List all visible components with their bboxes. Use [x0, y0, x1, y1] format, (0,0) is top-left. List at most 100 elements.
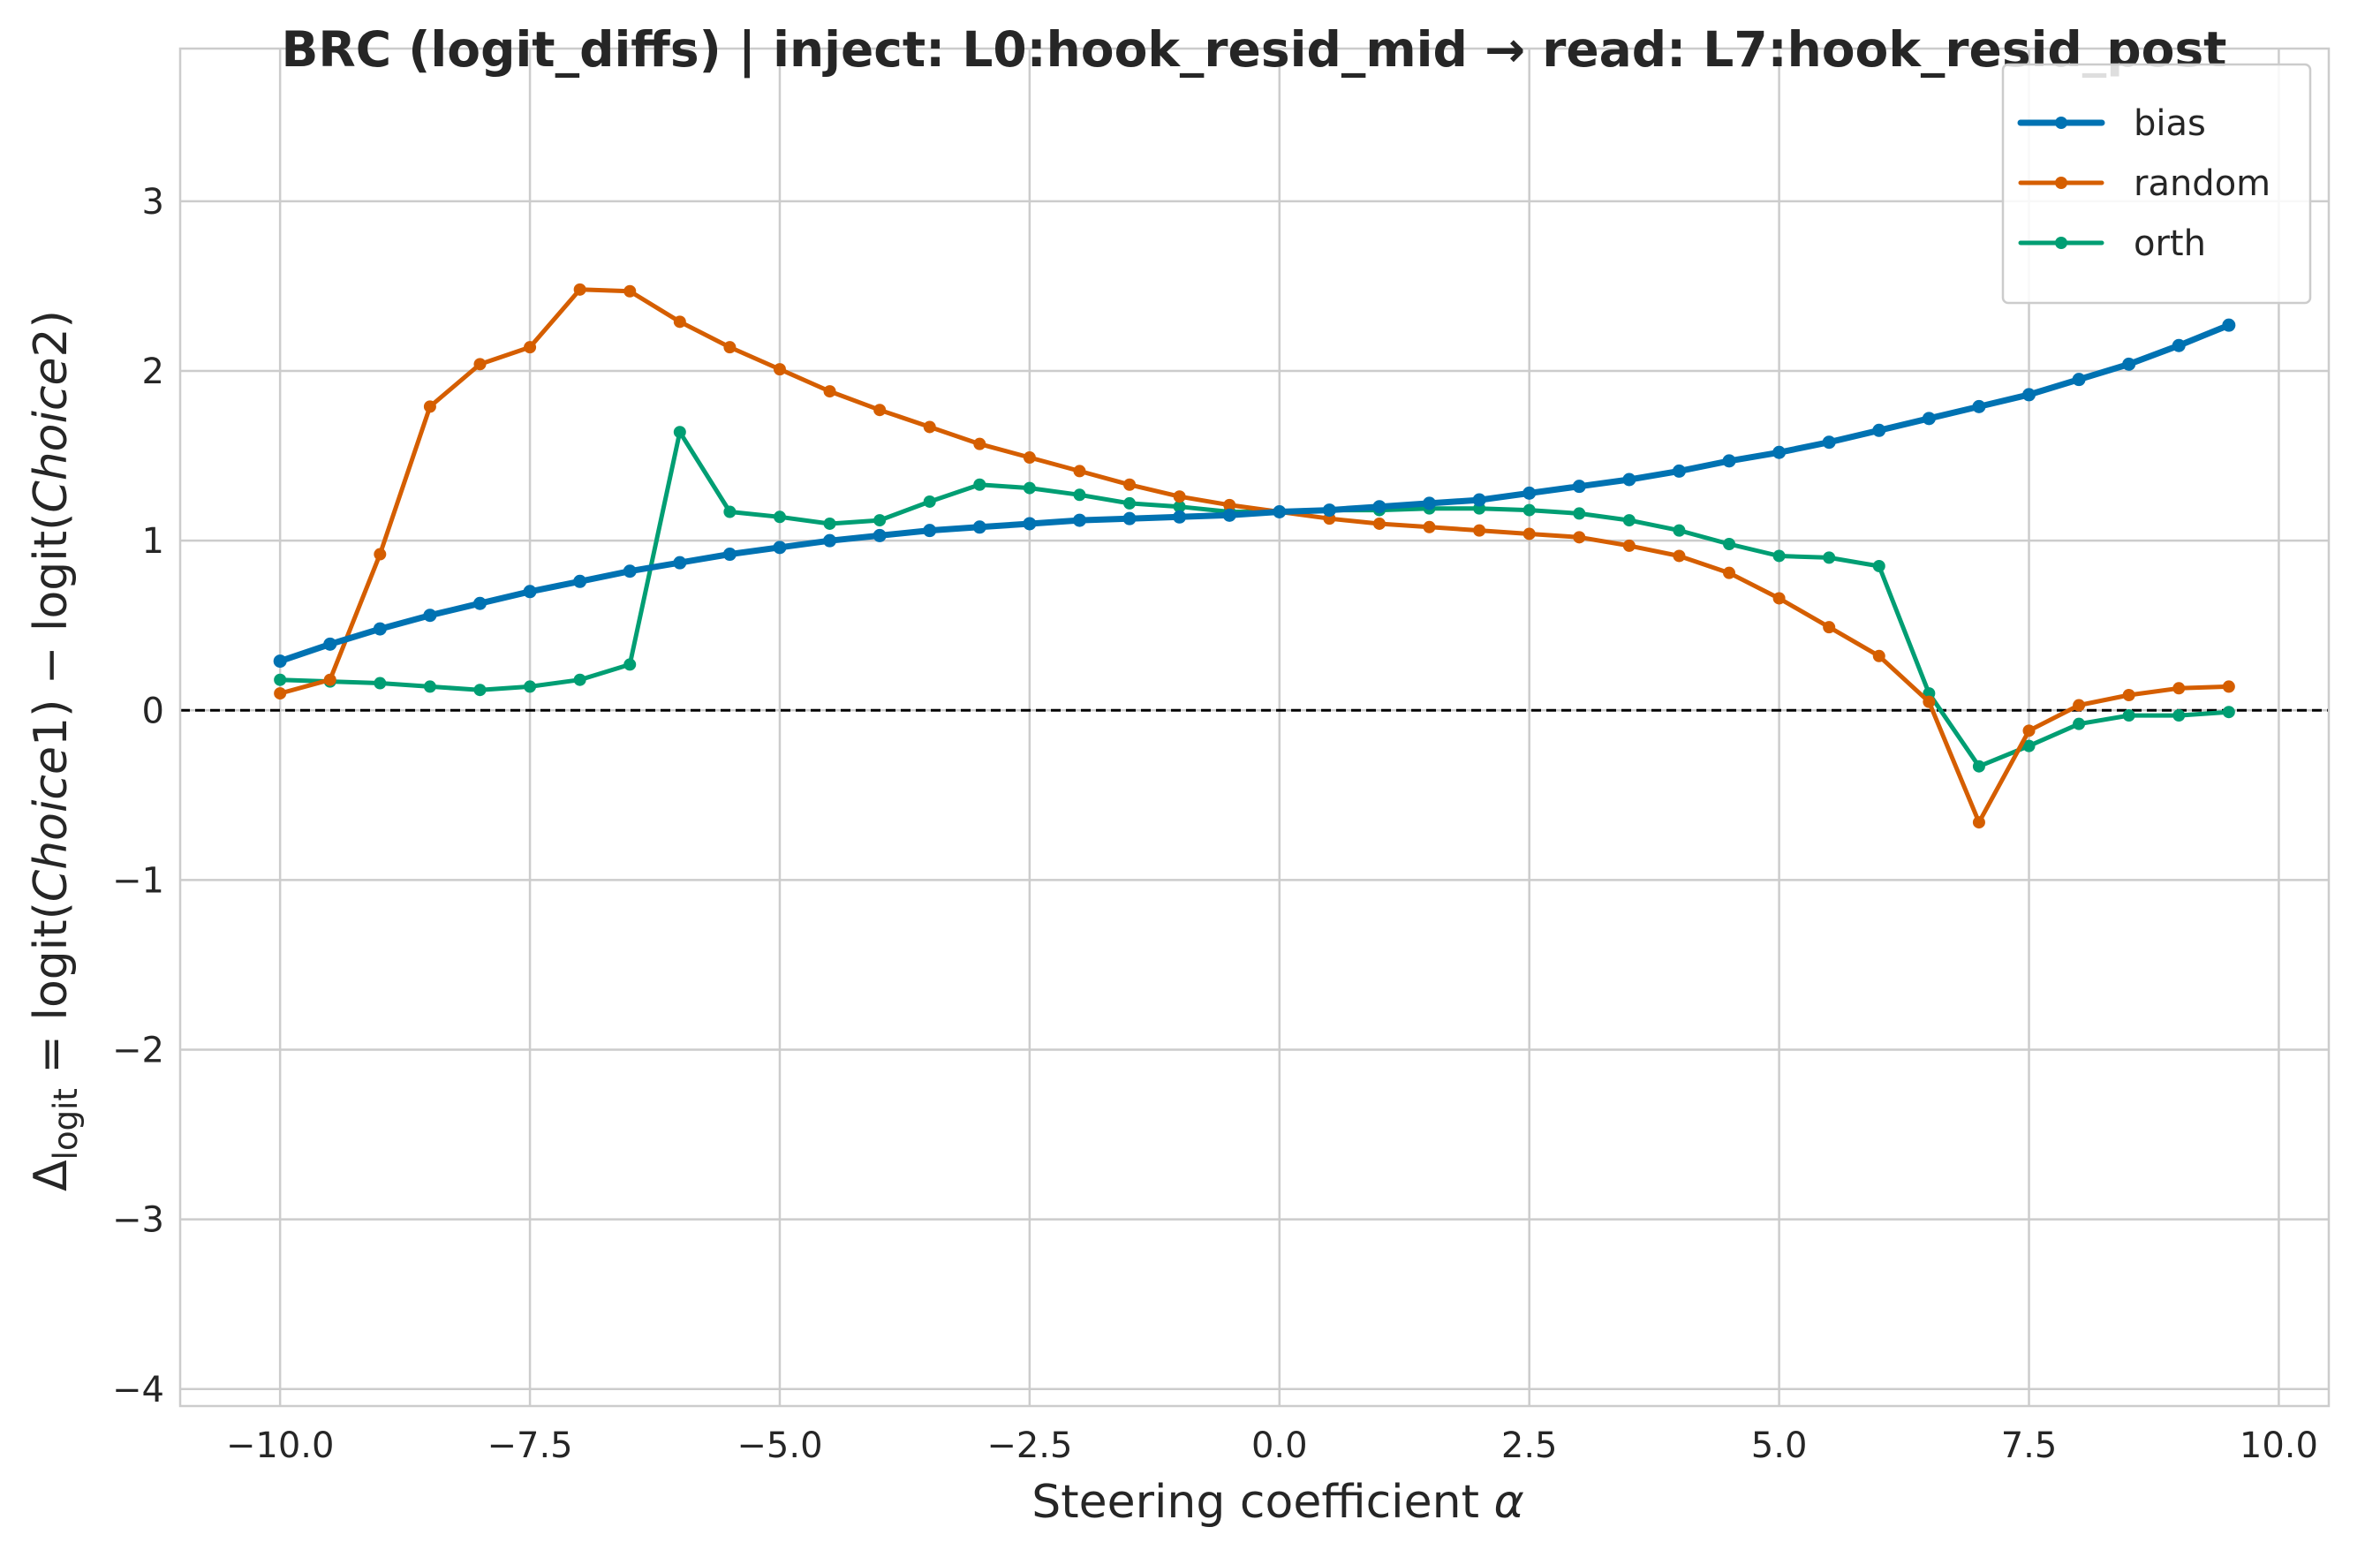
data-point-bias: [1672, 464, 1686, 478]
data-point-orth: [1123, 496, 1137, 510]
legend-item-random: random: [2018, 163, 2270, 204]
legend-label-orth: orth: [2134, 223, 2206, 264]
legend: bias random orth: [2001, 63, 2312, 305]
data-point-bias: [773, 541, 787, 555]
data-point-random: [773, 363, 786, 376]
legend-marker-random: [2055, 177, 2067, 189]
x-tick-label: 10.0: [2240, 1425, 2318, 1466]
data-point-random: [1673, 549, 1686, 563]
data-point-orth: [2022, 739, 2036, 752]
data-point-random: [374, 548, 387, 561]
data-point-random: [623, 284, 637, 298]
legend-item-orth: orth: [2018, 223, 2206, 264]
data-point-bias: [1822, 435, 1836, 450]
data-point-bias: [523, 585, 537, 599]
data-point-random: [1522, 527, 1536, 541]
x-tick-label: −2.5: [986, 1425, 1072, 1466]
x-tick-label: 5.0: [1751, 1425, 1808, 1466]
y-tick-label: −4: [112, 1370, 164, 1410]
data-point-random: [323, 673, 336, 686]
data-point-bias: [373, 622, 387, 636]
y-axis-label: Δlogit = logit(Choice1) − logit(Choice2): [25, 310, 85, 1191]
data-point-orth: [673, 426, 686, 439]
data-point-random: [823, 385, 836, 398]
data-point-orth: [2073, 717, 2086, 730]
x-tick-label: −10.0: [226, 1425, 335, 1466]
data-point-random: [1772, 592, 1786, 605]
data-point-random: [1972, 816, 1985, 829]
chart-title: BRC (logit_diffs) | inject: L0:hook_resi…: [282, 21, 2227, 79]
x-tick-label: −7.5: [487, 1425, 572, 1466]
data-point-bias: [2072, 373, 2086, 387]
data-point-bias: [1322, 503, 1336, 518]
data-point-bias: [472, 596, 487, 610]
data-point-bias: [673, 556, 687, 570]
legend-marker-bias: [2055, 117, 2067, 129]
data-point-orth: [374, 677, 387, 690]
tick-labels: −10.0 −7.5 −5.0 −2.5 0.0 2.5 5.0 7.5 10.0 −4 −3 −2 −…: [112, 182, 2318, 1466]
data-point-random: [2073, 699, 2086, 712]
data-point-orth: [823, 517, 836, 530]
data-point-bias: [1922, 412, 1936, 426]
series-line-random: [277, 287, 2232, 825]
data-point-orth: [2122, 709, 2135, 722]
data-point-bias: [1122, 511, 1137, 525]
data-point-bias: [923, 524, 937, 538]
x-tick-label: 2.5: [1501, 1425, 1558, 1466]
data-point-bias: [1423, 496, 1437, 510]
data-point-orth: [1972, 760, 1985, 773]
data-point-random: [723, 341, 737, 354]
data-point-bias: [1572, 480, 1586, 494]
data-point-orth: [1723, 538, 1736, 551]
data-point-bias: [722, 548, 737, 562]
data-point-bias: [323, 637, 337, 651]
data-point-random: [1372, 517, 1386, 530]
data-point-random: [1473, 524, 1486, 537]
data-point-bias: [1472, 493, 1486, 507]
data-point-random: [274, 687, 287, 700]
series-group: [273, 283, 2236, 829]
data-point-orth: [1073, 488, 1086, 502]
data-point-random: [1823, 621, 1836, 634]
data-point-orth: [923, 495, 936, 508]
data-point-random: [2222, 680, 2235, 693]
data-point-bias: [1872, 423, 1886, 437]
series-random: [274, 283, 2235, 829]
y-tick-label: −1: [112, 860, 164, 901]
data-point-bias: [972, 520, 986, 534]
plot-frame: [178, 47, 2331, 1408]
data-point-orth: [524, 680, 537, 693]
data-point-bias: [273, 654, 287, 669]
data-point-bias: [2122, 357, 2136, 371]
data-point-orth: [274, 673, 287, 686]
data-point-bias: [1072, 513, 1086, 527]
data-point-orth: [1173, 500, 1186, 513]
y-tick-label: 0: [142, 691, 164, 731]
data-point-orth: [973, 478, 986, 491]
data-point-random: [2022, 724, 2036, 737]
y-tick-label: 2: [142, 352, 164, 392]
data-point-orth: [1622, 514, 1636, 527]
data-point-random: [923, 420, 936, 434]
data-point-random: [524, 341, 537, 354]
y-tick-label: 1: [142, 521, 164, 562]
data-point-bias: [423, 609, 437, 623]
y-tick-label: 3: [142, 182, 164, 223]
x-axis-label: Steering coefficient α: [1031, 1476, 1524, 1529]
data-point-orth: [1673, 524, 1686, 537]
data-point-orth: [1772, 549, 1786, 563]
data-point-orth: [2172, 709, 2186, 722]
data-point-random: [423, 400, 436, 413]
data-point-orth: [573, 673, 586, 686]
data-point-orth: [1823, 551, 1836, 564]
data-point-orth: [2222, 706, 2235, 719]
data-point-bias: [2022, 388, 2036, 402]
data-point-bias: [573, 574, 587, 588]
data-point-random: [1023, 451, 1036, 465]
data-point-bias: [623, 564, 637, 578]
data-point-bias: [1772, 445, 1787, 459]
y-tick-label: −3: [112, 1200, 164, 1241]
data-point-random: [1423, 520, 1436, 533]
series-bias: [273, 318, 2236, 669]
